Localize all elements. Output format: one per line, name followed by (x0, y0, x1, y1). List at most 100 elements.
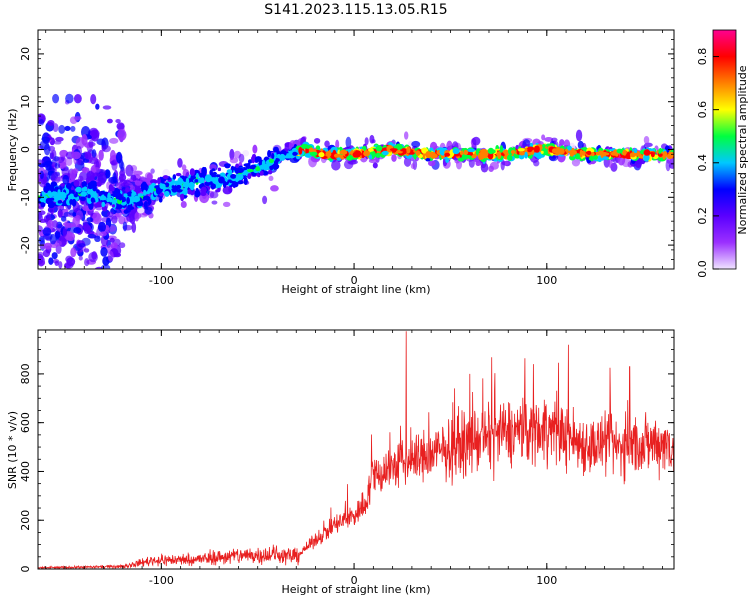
spectrogram-blob (305, 147, 309, 155)
colorbar-ticks: 0.0 0.2 0.4 0.6 0.8 (696, 48, 719, 278)
spectrogram-blob (519, 151, 525, 156)
spectrogram-blob (38, 255, 45, 267)
spectrogram-blob (39, 140, 50, 151)
spectrogram-blob (411, 140, 421, 148)
spectrogram-blob (463, 149, 469, 156)
spectrogram-blob (238, 153, 245, 163)
spectrogram-blob (209, 164, 217, 171)
spectrogram-blob (600, 151, 604, 159)
spectrogram-blob (499, 145, 504, 153)
spectrogram-blob (467, 148, 476, 153)
spectrogram-blob (119, 242, 126, 249)
spectrogram-blob (115, 151, 123, 164)
spectrogram-blob (475, 160, 481, 167)
spectrogram-blob (135, 201, 144, 207)
spectrogram-x-tick-label: 100 (536, 274, 557, 287)
spectrogram-blob (298, 146, 303, 155)
spectrogram-blob (78, 243, 86, 248)
spectrogram-blob (364, 137, 369, 146)
spectrogram-blob (271, 153, 275, 160)
spectrogram-blob (643, 149, 651, 156)
spectrogram-blob (101, 145, 111, 153)
spectrogram-blob (389, 148, 398, 152)
spectrogram-blob (47, 190, 52, 197)
spectrogram-blob (215, 189, 220, 193)
spectrogram-ylabel: Frequency (Hz) (6, 109, 19, 192)
spectrogram-blob (172, 174, 177, 180)
spectrogram-blob (315, 145, 321, 150)
spectrogram-blob (396, 144, 403, 150)
spectrogram-blob (371, 150, 376, 158)
spectrogram-blob (117, 129, 127, 141)
spectrogram-blob (544, 137, 554, 142)
spectrogram-blob (391, 154, 397, 162)
spectrogram-blob (100, 264, 111, 269)
spectrogram-blob (81, 167, 90, 173)
spectrogram-blob (608, 158, 613, 168)
spectrogram-blob (369, 134, 375, 144)
spectrogram-blob (65, 182, 72, 190)
spectrogram-blob (54, 230, 61, 239)
snr-y-tick-label: 800 (19, 363, 32, 384)
spectrogram-blob (111, 159, 118, 171)
spectrogram-blob (262, 195, 268, 205)
spectrogram-blob (540, 150, 544, 154)
spectrogram-blob (38, 235, 45, 243)
spectrogram-blob (481, 150, 489, 158)
spectrogram-blob (116, 122, 125, 130)
snr-y-tick-label: 200 (19, 510, 32, 531)
spectrogram-blob (58, 161, 67, 170)
spectrogram-blob (209, 191, 219, 199)
spectrogram-blob (527, 148, 533, 153)
spectrogram-blob (73, 180, 80, 186)
spectrogram-blob (109, 137, 119, 144)
spectrogram-blob (142, 195, 151, 201)
snr-marks (38, 331, 674, 569)
spectrogram-blob (592, 154, 598, 160)
spectrogram-blob (62, 227, 67, 237)
spectrogram-blob (79, 196, 86, 202)
spectrogram-blob (43, 242, 53, 250)
spectrogram-blob (139, 213, 148, 218)
spectrogram-blob (268, 175, 274, 182)
spectrogram-blob (270, 185, 279, 192)
spectrogram-blob (549, 155, 556, 161)
spectrogram-blob (182, 187, 188, 196)
spectrogram-blob (101, 201, 106, 208)
spectrogram-blob (372, 162, 378, 169)
spectrogram-blob (541, 134, 546, 141)
spectrogram-blob (83, 248, 90, 253)
spectrogram-blob (164, 182, 170, 188)
spectrogram-blob (237, 180, 244, 185)
spectrogram-blob (91, 167, 101, 174)
spectrogram-blob (428, 151, 436, 156)
spectrogram-blob (267, 169, 273, 175)
spectrogram-blob (73, 116, 82, 121)
spectrogram-blob (279, 153, 286, 161)
spectrogram-blob (42, 227, 52, 236)
snr-series-line (38, 331, 674, 569)
spectrogram-blob (517, 148, 525, 152)
spectrogram-blob (137, 193, 144, 197)
spectrogram-blob (44, 160, 53, 166)
spectrogram-blob (84, 151, 92, 160)
colorbar-gradient (713, 30, 736, 269)
spectrogram-blob (235, 175, 243, 179)
colorbar-tick-label: 0.2 (696, 207, 709, 225)
spectrogram-blob (215, 174, 221, 178)
figure-title: S141.2023.115.13.05.R15 (264, 2, 447, 18)
colorbar: 0.0 0.2 0.4 0.6 0.8 Normalized spectral ampl… (696, 29, 749, 278)
spectrogram-blob (111, 215, 118, 224)
spectrogram-y-tick-label: 10 (19, 95, 32, 109)
spectrogram-blob (267, 149, 272, 158)
spectrogram-blob (196, 177, 205, 184)
spectrogram-blob (61, 167, 70, 177)
spectrogram-blob (143, 189, 147, 196)
spectrogram-blob (444, 152, 451, 157)
spectrogram-blob (106, 118, 113, 124)
spectrogram-blob (243, 163, 251, 167)
spectrogram-blob (48, 257, 54, 265)
snr-y-tick-label: 600 (19, 412, 32, 433)
spectrogram-blob (190, 184, 195, 191)
